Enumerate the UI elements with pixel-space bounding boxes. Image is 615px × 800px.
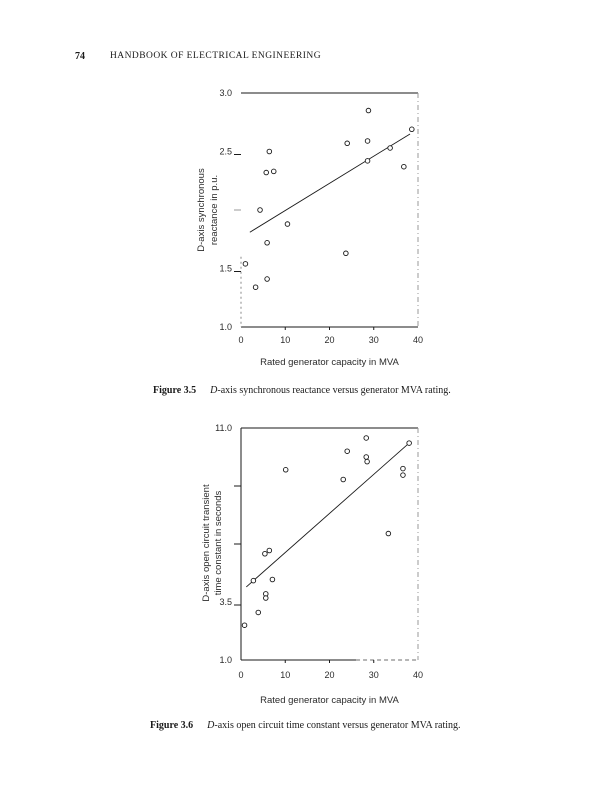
- caption-italic-d: D: [207, 720, 215, 731]
- figure-3-6-caption: Figure 3.6 D-axis open circuit time const…: [150, 720, 461, 731]
- data-point: [284, 221, 291, 227]
- data-point: [365, 107, 372, 114]
- data-point: [264, 240, 270, 246]
- data-point: [363, 454, 369, 460]
- y-tick-label: 1.0: [219, 655, 232, 665]
- caption-italic-d: D: [210, 385, 218, 396]
- y-axis-title-line: D-axis open circuit transient: [201, 484, 212, 602]
- x-tick-label: 40: [413, 335, 423, 345]
- x-tick-label: 20: [324, 670, 334, 680]
- y-axis-title-line: D-axis synchronous: [196, 168, 207, 252]
- data-point: [242, 261, 249, 267]
- page-header-title: HANDBOOK OF ELECTRICAL ENGINEERING: [110, 51, 322, 61]
- data-point: [269, 576, 276, 583]
- page-number: 74: [75, 51, 85, 62]
- y-tick-label: 11.0: [215, 423, 232, 433]
- figure-3-5-caption: Figure 3.5 D-axis synchronous reactance v…: [153, 385, 451, 396]
- data-point: [344, 140, 350, 147]
- data-point: [364, 158, 371, 164]
- data-point: [252, 284, 259, 290]
- x-tick-label: 0: [238, 335, 243, 345]
- y-tick-label: 2.5: [219, 147, 232, 157]
- x-axis-title: Rated generator capacity in MVA: [260, 357, 399, 368]
- data-point: [282, 467, 289, 473]
- x-tick-label: 0: [238, 670, 243, 680]
- x-tick-label: 20: [324, 335, 334, 345]
- x-tick-label: 40: [413, 670, 423, 680]
- figure-3-5-chart: 3.0 2.5 1.5 1.0 0 10 20 30 40 Rated generator cap…: [196, 88, 423, 368]
- y-axis-title-line: time constant in seconds: [213, 490, 224, 595]
- y-tick-label: 1.5: [219, 264, 232, 274]
- data-point: [344, 448, 350, 454]
- x-tick-label: 30: [369, 670, 379, 680]
- y-axis-title-line: reactance in p.u.: [209, 175, 220, 245]
- data-point: [270, 168, 277, 175]
- data-point: [400, 472, 406, 478]
- data-point: [264, 276, 270, 282]
- data-point: [257, 207, 263, 213]
- figure-3-6-chart: 11.0 3.5 1.0 0 10 20 30 40 Rated generator capac…: [201, 423, 423, 706]
- data-point: [387, 145, 393, 151]
- data-point: [241, 622, 248, 628]
- data-point: [263, 169, 269, 176]
- x-tick-label: 10: [280, 670, 290, 680]
- caption-text: -axis synchronous reactance versus gener…: [217, 385, 451, 396]
- y-tick-label: 1.0: [219, 322, 232, 332]
- data-point: [266, 148, 273, 155]
- y-tick-label: 3.0: [219, 88, 232, 98]
- caption-text: -axis open circuit time constant versus …: [214, 720, 461, 731]
- trend-line: [249, 133, 411, 233]
- data-point: [363, 435, 369, 441]
- data-point: [406, 440, 412, 446]
- x-tick-label: 10: [280, 335, 290, 345]
- data-point: [262, 550, 268, 557]
- data-point: [255, 609, 262, 616]
- data-point: [250, 577, 257, 584]
- x-tick-label: 30: [369, 335, 379, 345]
- data-point: [364, 138, 371, 144]
- x-axis-title: Rated generator capacity in MVA: [260, 695, 399, 706]
- trend-line: [246, 442, 410, 588]
- data-point: [263, 595, 269, 601]
- data-point: [400, 465, 406, 472]
- y-tick-label: 3.5: [219, 597, 232, 607]
- data-point: [343, 250, 349, 257]
- data-point: [364, 458, 370, 465]
- data-point: [385, 530, 392, 537]
- data-point: [340, 476, 346, 483]
- caption-label: Figure 3.6: [150, 720, 194, 731]
- data-point: [401, 163, 407, 170]
- data-point: [409, 126, 415, 133]
- caption-label: Figure 3.5: [153, 385, 197, 396]
- data-point: [266, 547, 273, 554]
